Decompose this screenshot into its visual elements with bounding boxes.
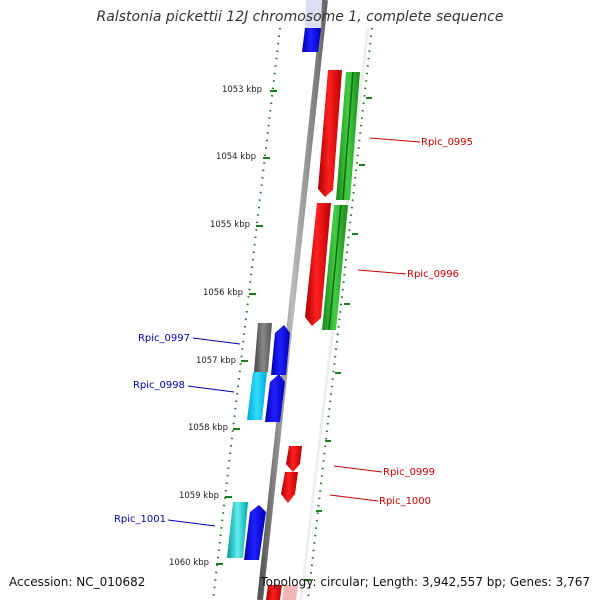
tick-label-1053: 1053 kbp	[222, 85, 262, 95]
reverse-label-connectors	[167, 337, 241, 527]
gene-label-rpic-1000: Rpic_1000	[379, 496, 431, 507]
tick-label-1057: 1057 kbp	[196, 356, 236, 366]
gene-rpic-1001-teal	[227, 502, 248, 558]
gene-rpic-0999	[286, 446, 302, 472]
gene-rpic-0997	[271, 325, 290, 375]
gene-rpic-0998	[265, 374, 285, 422]
outer-tick-marks	[305, 97, 372, 581]
gene-label-rpic-0998: Rpic_0998	[133, 380, 185, 391]
accession-label: Accession: NC_010682	[9, 575, 146, 589]
forward-label-connectors	[329, 137, 421, 502]
inner-tick-marks	[216, 90, 277, 565]
gene-label-rpic-0999: Rpic_0999	[383, 467, 435, 478]
gene-fragment-bottom-pink	[282, 585, 298, 600]
gene-label-rpic-0996: Rpic_0996	[407, 269, 459, 280]
tick-label-1060: 1060 kbp	[169, 558, 209, 568]
gene-rpic-0995-cds-stripe	[342, 71, 354, 201]
tick-label-1056: 1056 kbp	[203, 288, 243, 298]
tick-label-1059: 1059 kbp	[179, 491, 219, 501]
gene-rpic-0996	[305, 203, 331, 326]
gene-fragment-top-blue	[302, 28, 321, 52]
gene-fragment-top-white	[305, 0, 322, 28]
genome-summary: Topology: circular; Length: 3,942,557 bp…	[260, 575, 590, 589]
tick-label-1055: 1055 kbp	[210, 220, 250, 230]
gene-label-rpic-0997: Rpic_0997	[138, 333, 190, 344]
gene-label-rpic-0995: Rpic_0995	[421, 137, 473, 148]
tick-label-1054: 1054 kbp	[216, 152, 256, 162]
gene-fragment-bottom-red	[266, 585, 282, 600]
map-title: Ralstonia pickettii 12J chromosome 1, co…	[96, 9, 504, 25]
backbone-line	[257, 0, 328, 600]
gene-rpic-0998-cyan	[247, 372, 267, 420]
gene-rpic-0996-cds-stripe	[328, 204, 342, 331]
tick-label-1058: 1058 kbp	[188, 423, 228, 433]
gene-rpic-0995	[318, 70, 342, 197]
gene-rpic-0997-gray	[254, 323, 272, 372]
gene-label-rpic-1001: Rpic_1001	[114, 514, 166, 525]
gene-rpic-1000	[281, 472, 298, 503]
gene-rpic-1001	[244, 505, 266, 560]
